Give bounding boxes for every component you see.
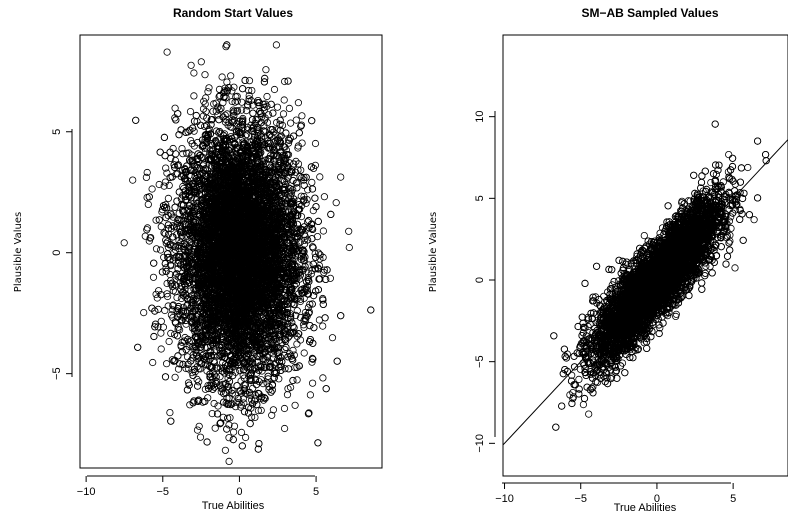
data-point [291, 401, 299, 409]
data-point [212, 127, 221, 135]
data-point [157, 223, 165, 231]
data-point [251, 413, 259, 421]
data-point [284, 136, 293, 144]
data-point [302, 199, 310, 207]
data-point [157, 345, 165, 353]
data-point [217, 388, 225, 396]
data-point [152, 245, 161, 253]
data-point [236, 387, 244, 395]
data-point [232, 398, 240, 406]
chart-title: Random Start Values [173, 6, 293, 20]
data-point [304, 410, 312, 418]
data-point [161, 306, 169, 315]
data-point [305, 261, 313, 269]
data-point [214, 111, 222, 119]
data-point [293, 307, 301, 315]
data-point [326, 274, 334, 282]
data-point [190, 69, 198, 77]
data-point [234, 107, 242, 115]
data-point [195, 378, 203, 386]
data-point [259, 379, 267, 388]
data-point [186, 108, 195, 116]
data-point [218, 73, 226, 81]
data-point [293, 340, 301, 348]
data-point [269, 406, 277, 414]
data-point [332, 199, 340, 207]
data-point [257, 376, 265, 384]
data-point [345, 227, 353, 235]
data-point [217, 129, 225, 137]
data-point [201, 71, 209, 79]
data-point [155, 180, 163, 189]
data-point [270, 85, 279, 94]
data-point [297, 121, 306, 129]
data-point [201, 385, 209, 393]
data-point [230, 428, 238, 436]
data-point [227, 72, 235, 80]
plot-frame [79, 34, 383, 469]
data-point [262, 66, 270, 74]
data-point [268, 411, 276, 419]
data-point [146, 234, 154, 242]
data-point [197, 58, 205, 66]
data-point [304, 186, 312, 194]
data-point [286, 119, 295, 127]
point-cloud [120, 41, 375, 465]
data-point [166, 408, 174, 417]
data-point [225, 457, 233, 465]
data-point [120, 239, 128, 247]
data-point [174, 365, 183, 373]
data-point [155, 287, 163, 295]
data-point [285, 104, 293, 113]
random-start-panel: Random Start Values −10 −5 0 5 −505 True Ab… [13, 6, 383, 512]
data-point [263, 102, 271, 110]
data-point [296, 336, 305, 344]
data-point [309, 207, 317, 215]
data-point [308, 379, 317, 387]
data-point [216, 127, 224, 136]
data-point [196, 433, 205, 441]
data-point [147, 234, 155, 242]
data-point [221, 446, 229, 454]
data-point [292, 116, 300, 124]
data-point [129, 176, 137, 184]
data-point [163, 360, 171, 368]
data-point [311, 139, 320, 148]
data-point [319, 374, 327, 382]
data-point [157, 317, 165, 325]
data-point [308, 224, 316, 232]
data-point [190, 92, 198, 100]
data-point [171, 373, 179, 381]
data-point [307, 270, 315, 278]
data-point [149, 358, 157, 367]
data-point [300, 349, 308, 357]
data-point [167, 329, 175, 337]
data-point [144, 200, 152, 208]
data-point [204, 381, 212, 390]
data-point [157, 246, 165, 254]
data-point [272, 41, 280, 49]
data-point [171, 271, 179, 279]
data-point [167, 280, 175, 288]
data-point [205, 84, 213, 92]
data-point [193, 426, 202, 434]
data-point [148, 185, 156, 193]
data-point [316, 173, 324, 181]
data-point [345, 243, 353, 252]
data-point [228, 97, 236, 106]
data-point [224, 414, 232, 422]
data-point [173, 293, 181, 302]
